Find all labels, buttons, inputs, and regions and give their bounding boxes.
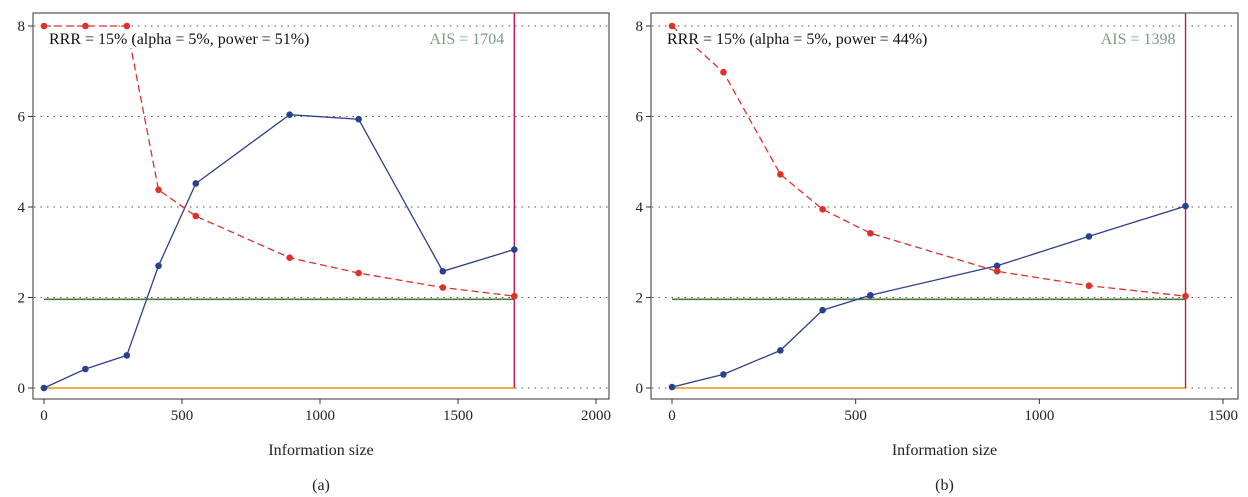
series-2-point: [439, 284, 447, 291]
series-1-point: [867, 291, 874, 299]
annotation-background: [47, 31, 312, 48]
x-tick-label: 500: [844, 408, 867, 424]
series-2-point: [123, 22, 131, 30]
series-2-point: [1182, 292, 1189, 300]
series-2-point: [993, 267, 1001, 275]
series-line-2: [671, 25, 1186, 297]
x-tick-label: 0: [40, 408, 48, 424]
y-tick-label: 4: [18, 200, 26, 216]
series-1-point: [668, 383, 676, 391]
series-1-point: [1182, 202, 1189, 210]
y-tick-label: 2: [18, 291, 26, 307]
series-2-point: [286, 254, 293, 261]
series-2-point: [355, 269, 362, 277]
series-line-1: [43, 114, 515, 389]
series-2-point: [668, 22, 676, 30]
series-2-point: [819, 205, 826, 213]
x-tick-label: 1000: [1024, 408, 1054, 424]
series-2-point: [720, 68, 727, 76]
power-annotation: RRR = 15% (alpha = 5%, power = 44%): [667, 31, 927, 48]
y-tick-label: 6: [18, 110, 26, 126]
x-axis-title: Information size: [268, 442, 373, 459]
series-1-point: [40, 384, 48, 392]
series-1-point: [720, 371, 727, 378]
y-tick-label: 0: [18, 381, 26, 397]
x-tick-label: 1500: [1208, 408, 1238, 424]
panel-label: (a): [312, 477, 330, 494]
series-2-point: [82, 22, 89, 30]
y-tick-label: 6: [636, 110, 644, 126]
series-1-point: [777, 347, 784, 354]
x-tick-label: 500: [171, 408, 194, 424]
series-1-point: [1085, 233, 1093, 240]
y-tick-label: 4: [636, 200, 644, 216]
y-tick-label: 8: [636, 19, 644, 35]
chart-panel-2: 0 2 4 6 8 0 500 1000 1500 Information size (b) RRR …: [636, 12, 1239, 494]
x-tick-label: 2000: [581, 408, 611, 424]
series-1-point: [82, 365, 89, 373]
series-1-point: [155, 262, 162, 270]
y-tick-label: 2: [636, 291, 644, 307]
annotation-background: [665, 31, 930, 48]
x-tick-label: 0: [668, 408, 676, 424]
series-2-point: [192, 212, 200, 220]
series-1-point: [286, 111, 293, 118]
chart-panel-1: 0 2 4 6 8 0 500 1000 1500 2000 Information size (a)…: [18, 12, 611, 494]
series-1-point: [123, 352, 131, 359]
series-2-point: [777, 171, 784, 178]
y-tick-label: 8: [18, 19, 26, 35]
series-2-point: [155, 186, 162, 194]
series-1-point: [511, 246, 518, 253]
ais-label: AIS = 1398: [1101, 31, 1176, 48]
series-1-point: [993, 262, 1001, 270]
x-axis-title: Information size: [892, 442, 997, 459]
series-1-point: [439, 267, 447, 275]
panel-label: (b): [935, 477, 954, 494]
y-tick-label: 0: [636, 381, 644, 397]
series-line-1: [671, 205, 1186, 388]
series-2-point: [1085, 282, 1093, 290]
plot-frame: [32, 12, 610, 400]
plot-frame: [650, 12, 1239, 400]
x-tick-label: 1000: [305, 408, 335, 424]
series-1-point: [355, 115, 362, 123]
x-tick-label: 1500: [443, 408, 473, 424]
series-1-point: [192, 180, 200, 187]
series-2-point: [40, 22, 48, 30]
series-2-point: [867, 229, 874, 237]
ais-label: AIS = 1704: [429, 31, 504, 48]
power-annotation: RRR = 15% (alpha = 5%, power = 51%): [49, 31, 309, 48]
series-line-2: [44, 25, 515, 297]
series-2-point: [511, 292, 518, 300]
series-1-point: [819, 306, 826, 314]
